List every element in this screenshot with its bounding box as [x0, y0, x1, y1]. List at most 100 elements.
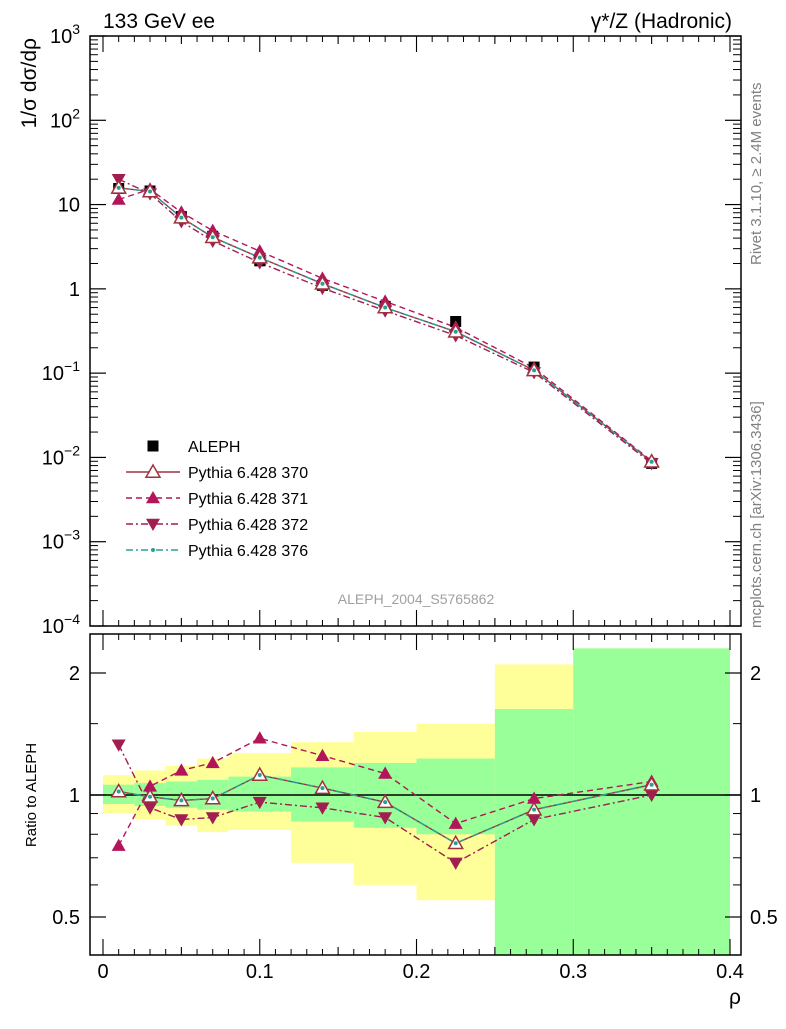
rivet-label: Rivet 3.1.10, ≥ 2.4M events	[748, 83, 765, 266]
ratio-point-p371	[205, 755, 220, 769]
ratio-line-p376	[118, 774, 652, 845]
main-y-tick-label: 1	[69, 279, 80, 301]
ratio-point-p376	[532, 807, 537, 812]
main-point-p376	[532, 368, 537, 373]
main-panel: 10−4 10−3 10−2 10−1 1 10 102 103 1/σ dσ/dρ ALEP…	[18, 21, 742, 638]
ratio-x-tick-labels: 0 0.1 0.2 0.3 0.4	[97, 961, 743, 983]
main-y-tick-labels: 10−4 10−3 10−2 10−1 1 10 102 103	[42, 21, 80, 638]
main-point-p371	[111, 192, 126, 205]
ratio-point-p371	[174, 763, 189, 776]
ratio-point-p372	[644, 789, 659, 802]
ratio-y-tick-label: 2	[69, 663, 80, 685]
ratio-point-p371	[448, 816, 463, 829]
analysis-id: ALEPH_2004_S5765862	[338, 591, 495, 607]
legend-item-p372: Pythia 6.428 372	[126, 517, 308, 534]
main-ticks	[90, 35, 741, 627]
ratio-point-p372	[527, 814, 542, 827]
ratio-y-tick-label: 0.5	[52, 907, 80, 929]
legend-item-p376: Pythia 6.428 376	[126, 543, 308, 560]
ratio-point-p371	[111, 838, 126, 851]
ratio-y-tick-label-right: 1	[750, 785, 761, 807]
ratio-point-p372	[252, 796, 267, 810]
main-y-tick-label: 10−4	[42, 611, 80, 638]
ratio-point-p371	[527, 791, 542, 804]
legend-marker	[151, 548, 155, 552]
legend-label: ALEPH	[188, 439, 240, 456]
ratio-y-tick-label: 1	[69, 785, 80, 807]
ratio-point-p376	[116, 789, 121, 794]
legend-label: Pythia 6.428 376	[188, 543, 308, 560]
legend-item-p370: Pythia 6.428 370	[126, 463, 308, 482]
legend-item-p371: Pythia 6.428 371	[126, 491, 308, 508]
ratio-bands	[103, 648, 730, 955]
ratio-point-p372	[378, 812, 393, 825]
ratio-line-p371	[118, 737, 652, 846]
x-tick-label: 0.2	[403, 961, 431, 983]
legend-marker	[147, 440, 159, 452]
ratio-point-p376	[257, 773, 262, 778]
ratio-point-p376	[320, 786, 325, 791]
x-tick-label: 0.1	[246, 961, 274, 983]
legend-label: Pythia 6.428 371	[188, 491, 308, 508]
main-point-p376	[179, 215, 184, 220]
ratio-point-p372	[315, 802, 330, 815]
main-y-tick-label: 102	[50, 105, 80, 132]
ratio-point-p371	[378, 766, 393, 779]
main-point-p376	[320, 281, 325, 286]
main-frame	[89, 35, 742, 627]
main-line-p372	[118, 178, 653, 464]
main-line-p371	[118, 188, 653, 462]
legend-marker	[144, 463, 162, 478]
ratio-point-p376	[649, 782, 654, 787]
ratio-point-p372	[448, 857, 463, 870]
main-point-p376	[649, 459, 654, 464]
ratio-panel: 0.5 0.51 12 2 0 0.1 0.2 0.3 0.4 Ratio to ALEPH …	[23, 633, 778, 1009]
x-tick-label: 0	[97, 961, 108, 983]
legend-marker	[146, 491, 160, 504]
ratio-point-p376	[179, 798, 184, 803]
main-curves	[118, 178, 653, 464]
x-tick-label: 0.3	[559, 961, 587, 983]
main-y-tick-label: 10−2	[42, 442, 80, 469]
main-y-tick-label: 10−1	[42, 358, 80, 385]
ratio-y-tick-label-right: 2	[750, 663, 761, 685]
legend: ALEPH Pythia 6.428 370 Pythia 6.428 371 Pyt…	[126, 439, 308, 560]
ratio-point-p371	[315, 748, 330, 761]
ratio-xlabel: ρ	[729, 986, 741, 1009]
ratio-point-p376	[148, 794, 153, 799]
ratio-point-p372	[205, 812, 220, 825]
ratio-point-p372	[143, 802, 158, 815]
legend-label: Pythia 6.428 372	[188, 517, 308, 534]
main-point-p376	[148, 189, 153, 194]
ratio-point-p376	[210, 796, 215, 801]
main-y-tick-label: 103	[50, 21, 80, 48]
process-label: γ*/Z (Hadronic)	[591, 10, 732, 33]
main-markers	[110, 173, 660, 471]
ratio-point-p371	[143, 779, 158, 792]
main-point-p376	[453, 329, 458, 334]
legend-label: Pythia 6.428 370	[188, 465, 308, 482]
ratio-markers	[110, 731, 660, 870]
ratio-line-p372	[118, 744, 652, 864]
legend-marker	[146, 518, 160, 531]
x-tick-label: 0.4	[716, 961, 744, 983]
main-y-tick-label: 10	[58, 195, 80, 217]
ratio-y-tick-label-right: 0.5	[750, 907, 778, 929]
ratio-ylabel: Ratio to ALEPH	[23, 743, 40, 847]
ratio-point-p372	[111, 739, 126, 752]
ratio-point-p371	[252, 731, 267, 744]
legend-item-data: ALEPH	[147, 439, 240, 456]
main-y-tick-label: 10−3	[42, 527, 80, 554]
ratio-ticks	[90, 634, 741, 955]
main-point-p376	[257, 255, 262, 260]
energy-label: 133 GeV ee	[103, 10, 215, 33]
ratio-point-p376	[383, 800, 388, 805]
main-line-p376	[118, 187, 653, 463]
main-ylabel: 1/σ dσ/dρ	[18, 38, 41, 128]
main-point-p376	[116, 185, 121, 190]
band-inner	[494, 709, 574, 955]
main-point-p376	[383, 305, 388, 310]
ratio-curves	[118, 737, 652, 864]
mcplots-label: mcplots.cern.ch [arXiv:1306.3436]	[748, 401, 765, 628]
